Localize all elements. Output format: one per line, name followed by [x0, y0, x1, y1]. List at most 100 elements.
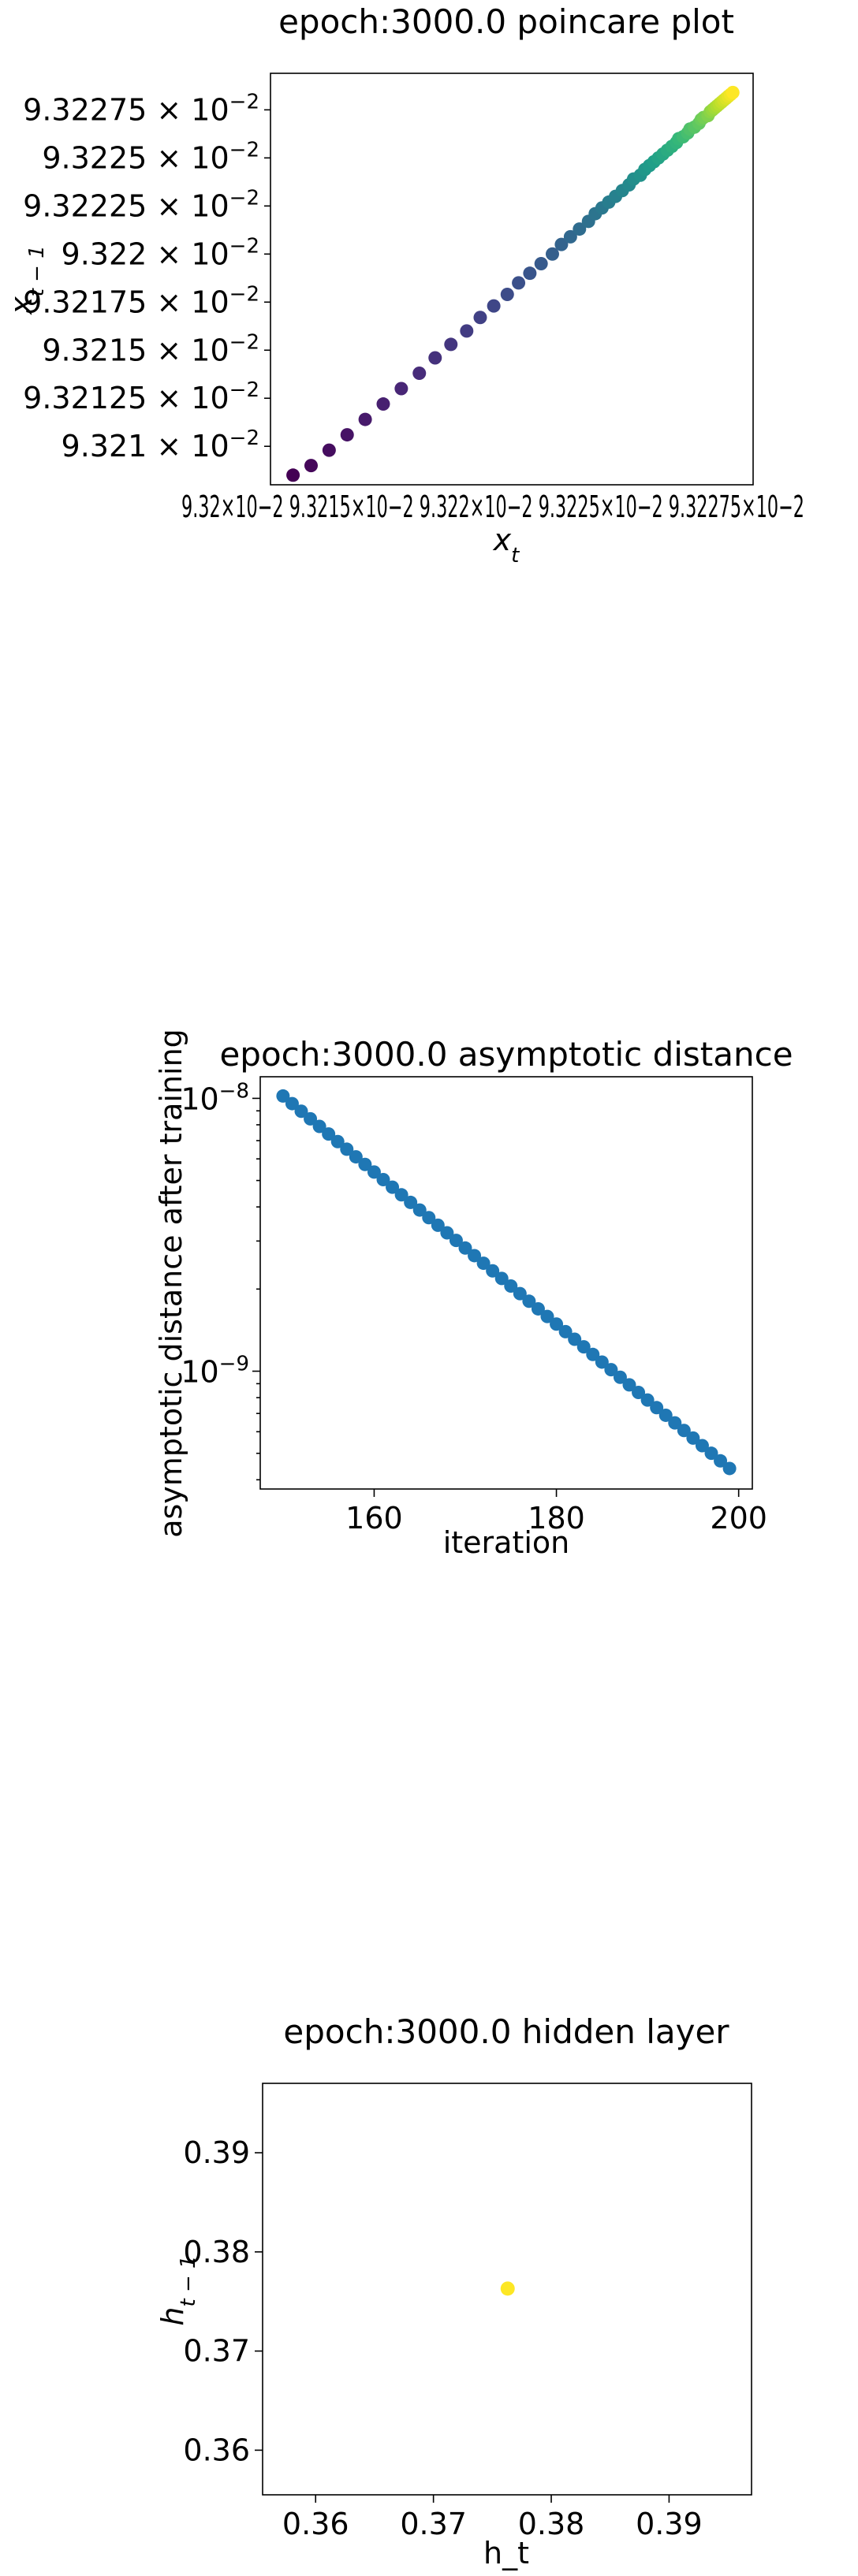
poincare-point: [500, 288, 514, 302]
asymptotic-point: [458, 1241, 472, 1255]
hidden-y-tick-label: 0.39: [183, 2135, 250, 2170]
asymptotic-point: [568, 1332, 582, 1346]
asymptotic-point: [468, 1249, 482, 1263]
poincare-point: [487, 299, 501, 313]
asymptotic-point: [668, 1416, 682, 1430]
hidden-points: [500, 2281, 515, 2296]
asymptotic-point: [367, 1165, 381, 1179]
asymptotic-point: [613, 1370, 627, 1384]
asymptotic-point: [394, 1188, 408, 1202]
poincare-x-tick-labels: 9.32×10−2 9.3215×10−2 9.322×10−2 9.3225×…: [181, 490, 804, 524]
poincare-point: [376, 397, 390, 411]
hidden-point: [500, 2281, 515, 2296]
poincare-point: [358, 412, 372, 426]
hidden-x-tick-label: 0.37: [400, 2507, 467, 2541]
asymptotic-point: [550, 1317, 564, 1331]
asymptotic-point: [404, 1195, 418, 1209]
asymptotic-point: [722, 1461, 737, 1476]
poincare-y-tick-label: 9.32175 × 10−2: [23, 282, 259, 319]
asymptotic-point: [640, 1393, 655, 1407]
hidden-layer-panel: epoch:3000.0 hidden layer 0.360.370.380.…: [155, 2012, 752, 2570]
poincare-point: [534, 256, 548, 270]
poincare-point: [460, 324, 474, 338]
asymptotic-point: [522, 1294, 536, 1308]
poincare-point: [428, 351, 442, 365]
asymptotic-point: [531, 1301, 545, 1316]
poincare-y-tick-label: 9.32275 × 10−2: [23, 90, 259, 127]
hidden-x-tick-label: 0.36: [282, 2507, 349, 2541]
asymptotic-point: [622, 1378, 636, 1392]
poincare-plot-panel: epoch:3000.0 poincare plot 9.321 × 10−29…: [4, 2, 804, 568]
asymptotic-point: [595, 1355, 609, 1369]
asymptotic-distance-panel: epoch:3000.0 asymptotic distance 10−910−…: [154, 1029, 793, 1560]
asymptotic-point: [294, 1104, 308, 1119]
asymptotic-point: [322, 1127, 336, 1141]
asymptotic-point: [558, 1324, 573, 1338]
asymptotic-point: [285, 1096, 299, 1111]
asymptotic-point: [386, 1180, 400, 1194]
poincare-point: [512, 276, 526, 290]
hidden-y-axis-label: ht − 1: [155, 2255, 200, 2325]
asymptotic-x-ticks: 160 180 200: [345, 1489, 767, 1536]
asymptotic-point: [312, 1119, 326, 1134]
asymptotic-points: [276, 1089, 737, 1476]
poincare-points: [286, 85, 740, 482]
asymptotic-point: [586, 1347, 600, 1361]
asymptotic-point: [714, 1454, 728, 1468]
poincare-x-axis-label: xt: [493, 523, 520, 568]
asymptotic-point: [686, 1431, 700, 1445]
asymptotic-point: [476, 1256, 491, 1271]
asymptotic-x-tick-label: 160: [345, 1501, 403, 1536]
poincare-point: [554, 237, 569, 251]
asymptotic-point: [340, 1142, 354, 1156]
asymptotic-distance-frame: [259, 1076, 753, 1490]
poincare-point: [394, 382, 408, 396]
hidden-x-ticks: 0.36 0.37 0.38 0.39: [282, 2495, 703, 2541]
asymptotic-distance-title: epoch:3000.0 asymptotic distance: [219, 1035, 793, 1074]
poincare-point: [444, 337, 458, 352]
asymptotic-point: [677, 1424, 691, 1438]
hidden-y-ticks: 0.36 0.37 0.38 0.39: [183, 2135, 263, 2467]
asymptotic-point: [632, 1386, 646, 1400]
hidden-y-tick-label: 0.36: [183, 2433, 250, 2467]
asymptotic-point: [504, 1279, 518, 1294]
hidden-layer-frame: [262, 2083, 752, 2496]
poincare-point: [340, 428, 354, 442]
hidden-x-axis-label: h_t: [483, 2536, 529, 2570]
asymptotic-point: [540, 1309, 554, 1323]
asymptotic-x-tick-label: 200: [710, 1501, 767, 1536]
poincare-point: [304, 459, 318, 473]
poincare-point: [545, 247, 559, 261]
poincare-y-tick-label: 9.322 × 10−2: [62, 234, 259, 271]
asymptotic-point: [412, 1203, 427, 1217]
asymptotic-point: [440, 1226, 454, 1240]
hidden-x-tick-label: 0.39: [636, 2507, 703, 2541]
asymptotic-point: [330, 1134, 345, 1148]
poincare-point: [523, 266, 537, 281]
poincare-point: [322, 443, 336, 457]
asymptotic-y-axis-label: asymptotic distance after training: [154, 1029, 188, 1538]
asymptotic-point: [604, 1363, 618, 1377]
poincare-plot-frame: [270, 73, 754, 486]
asymptotic-y-ticks: 10−9 10−8: [181, 1079, 260, 1481]
poincare-y-tick-label: 9.321 × 10−2: [62, 426, 259, 463]
asymptotic-point: [349, 1150, 363, 1164]
asymptotic-point: [422, 1211, 436, 1225]
asymptotic-point: [358, 1157, 372, 1171]
hidden-x-tick-label: 0.38: [518, 2507, 585, 2541]
asymptotic-point: [576, 1340, 591, 1354]
poincare-point: [726, 85, 740, 99]
asymptotic-y-tick-label: 10−9: [181, 1353, 249, 1390]
poincare-y-tick-label: 9.32125 × 10−2: [23, 378, 259, 415]
asymptotic-y-tick-label: 10−8: [181, 1079, 249, 1116]
poincare-y-ticks: 9.321 × 10−2 9.32125 × 10−2 9.3215 × 10−2 9…: [23, 90, 270, 463]
asymptotic-point: [494, 1271, 509, 1286]
asymptotic-point: [304, 1111, 318, 1126]
asymptotic-point: [486, 1264, 500, 1278]
poincare-plot-title: epoch:3000.0 poincare plot: [278, 2, 734, 41]
poincare-y-tick-label: 9.3215 × 10−2: [42, 330, 259, 367]
asymptotic-x-tick-label: 180: [528, 1501, 585, 1536]
asymptotic-point: [695, 1439, 709, 1453]
asymptotic-x-axis-label: iteration: [443, 1525, 570, 1560]
